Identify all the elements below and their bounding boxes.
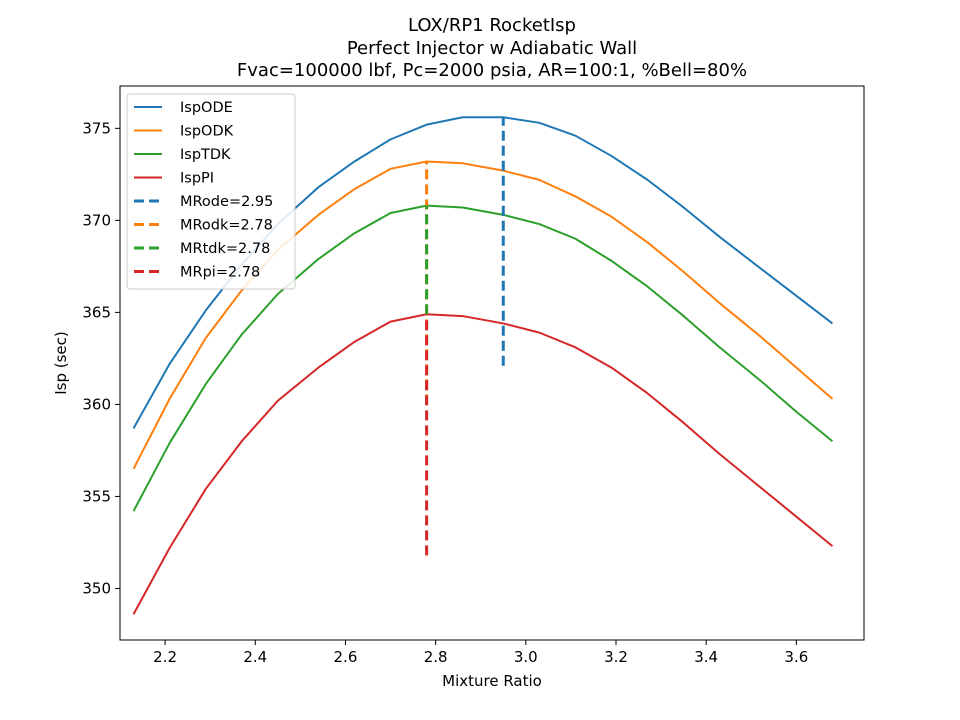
title-line-3: Fvac=100000 lbf, Pc=2000 psia, AR=100:1,… [237, 60, 747, 81]
x-axis-label: Mixture Ratio [442, 672, 542, 690]
legend-label-mrode-2-95: MRode=2.95 [180, 194, 273, 210]
legend-label-isppi: IspPI [180, 171, 214, 187]
x-tick-label: 3.2 [604, 648, 628, 666]
legend-label-ispodk: IspODK [180, 124, 234, 140]
x-tick-label: 3.6 [784, 648, 808, 666]
y-tick-label: 365 [82, 303, 111, 321]
title-line-2: Perfect Injector w Adiabatic Wall [347, 38, 637, 59]
x-tick-label: 2.6 [334, 648, 358, 666]
plot-vlines [425, 117, 505, 556]
legend-label-isptdk: IspTDK [180, 147, 231, 163]
legend-label-mrodk-2-78: MRodk=2.78 [180, 218, 273, 234]
x-tick-label: 2.4 [243, 648, 267, 666]
y-tick-label: 350 [82, 579, 111, 597]
y-axis-ticks: 350 355 360 365 370 375 [82, 119, 120, 597]
legend: IspODE IspODK IspTDK IspPI MRode=2.95 MRodk=2… [126, 93, 296, 290]
legend-label-ispode: IspODE [180, 100, 233, 116]
legend-box [126, 93, 296, 290]
x-axis-ticks: 2.2 2.4 2.6 2.8 3.0 3.2 3.4 3.6 [153, 640, 808, 666]
x-tick-label: 2.8 [424, 648, 448, 666]
x-tick-label: 3.0 [514, 648, 538, 666]
legend-label-mrpi-2-78: MRpi=2.78 [180, 265, 260, 281]
y-tick-label: 370 [82, 211, 111, 229]
y-tick-label: 355 [82, 487, 111, 505]
x-tick-label: 3.4 [694, 648, 718, 666]
title-line-1: LOX/RP1 RocketIsp [408, 15, 576, 36]
legend-label-mrtdk-2-78: MRtdk=2.78 [180, 241, 270, 257]
chart-title: LOX/RP1 RocketIsp Perfect Injector w Adi… [237, 15, 747, 81]
x-tick-label: 2.2 [153, 648, 177, 666]
series-line-isppi [132, 313, 834, 615]
series-line-isptdk [132, 204, 834, 512]
plot-frame [119, 85, 865, 641]
y-tick-label: 360 [82, 395, 111, 413]
y-tick-label: 375 [82, 119, 111, 137]
y-axis-label: Isp (sec) [52, 331, 70, 395]
